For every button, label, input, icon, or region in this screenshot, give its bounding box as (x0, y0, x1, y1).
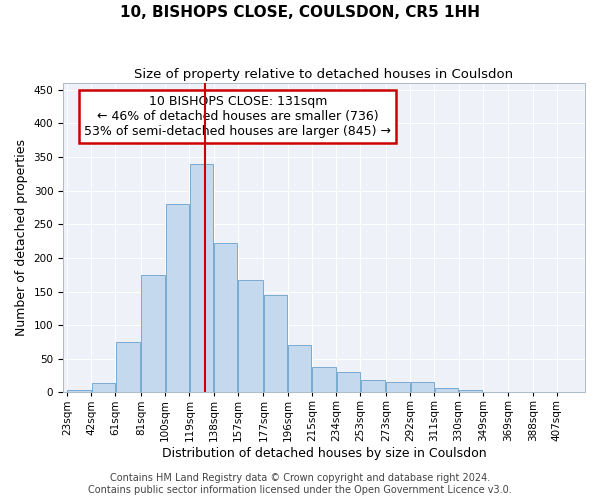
Bar (410, 382, 434, 392)
Bar (238, 280, 263, 392)
Bar (361, 380, 385, 392)
Text: 10 BISHOPS CLOSE: 131sqm
← 46% of detached houses are smaller (736)
53% of semi-: 10 BISHOPS CLOSE: 131sqm ← 46% of detach… (85, 96, 391, 138)
Bar (67, 390, 91, 392)
Text: Contains HM Land Registry data © Crown copyright and database right 2024.
Contai: Contains HM Land Registry data © Crown c… (88, 474, 512, 495)
Bar (166, 204, 189, 392)
Bar (337, 372, 360, 392)
Bar (92, 383, 115, 392)
Bar (459, 390, 482, 392)
Bar (264, 295, 287, 392)
Bar (288, 346, 311, 393)
Bar (435, 388, 458, 392)
Text: 10, BISHOPS CLOSE, COULSDON, CR5 1HH: 10, BISHOPS CLOSE, COULSDON, CR5 1HH (120, 5, 480, 20)
Bar (142, 274, 164, 392)
Bar (313, 367, 335, 392)
X-axis label: Distribution of detached houses by size in Coulsdon: Distribution of detached houses by size … (162, 447, 487, 460)
Y-axis label: Number of detached properties: Number of detached properties (15, 139, 28, 336)
Bar (386, 382, 410, 392)
Bar (214, 243, 238, 392)
Bar (190, 164, 213, 392)
Title: Size of property relative to detached houses in Coulsdon: Size of property relative to detached ho… (134, 68, 514, 80)
Bar (116, 342, 140, 392)
